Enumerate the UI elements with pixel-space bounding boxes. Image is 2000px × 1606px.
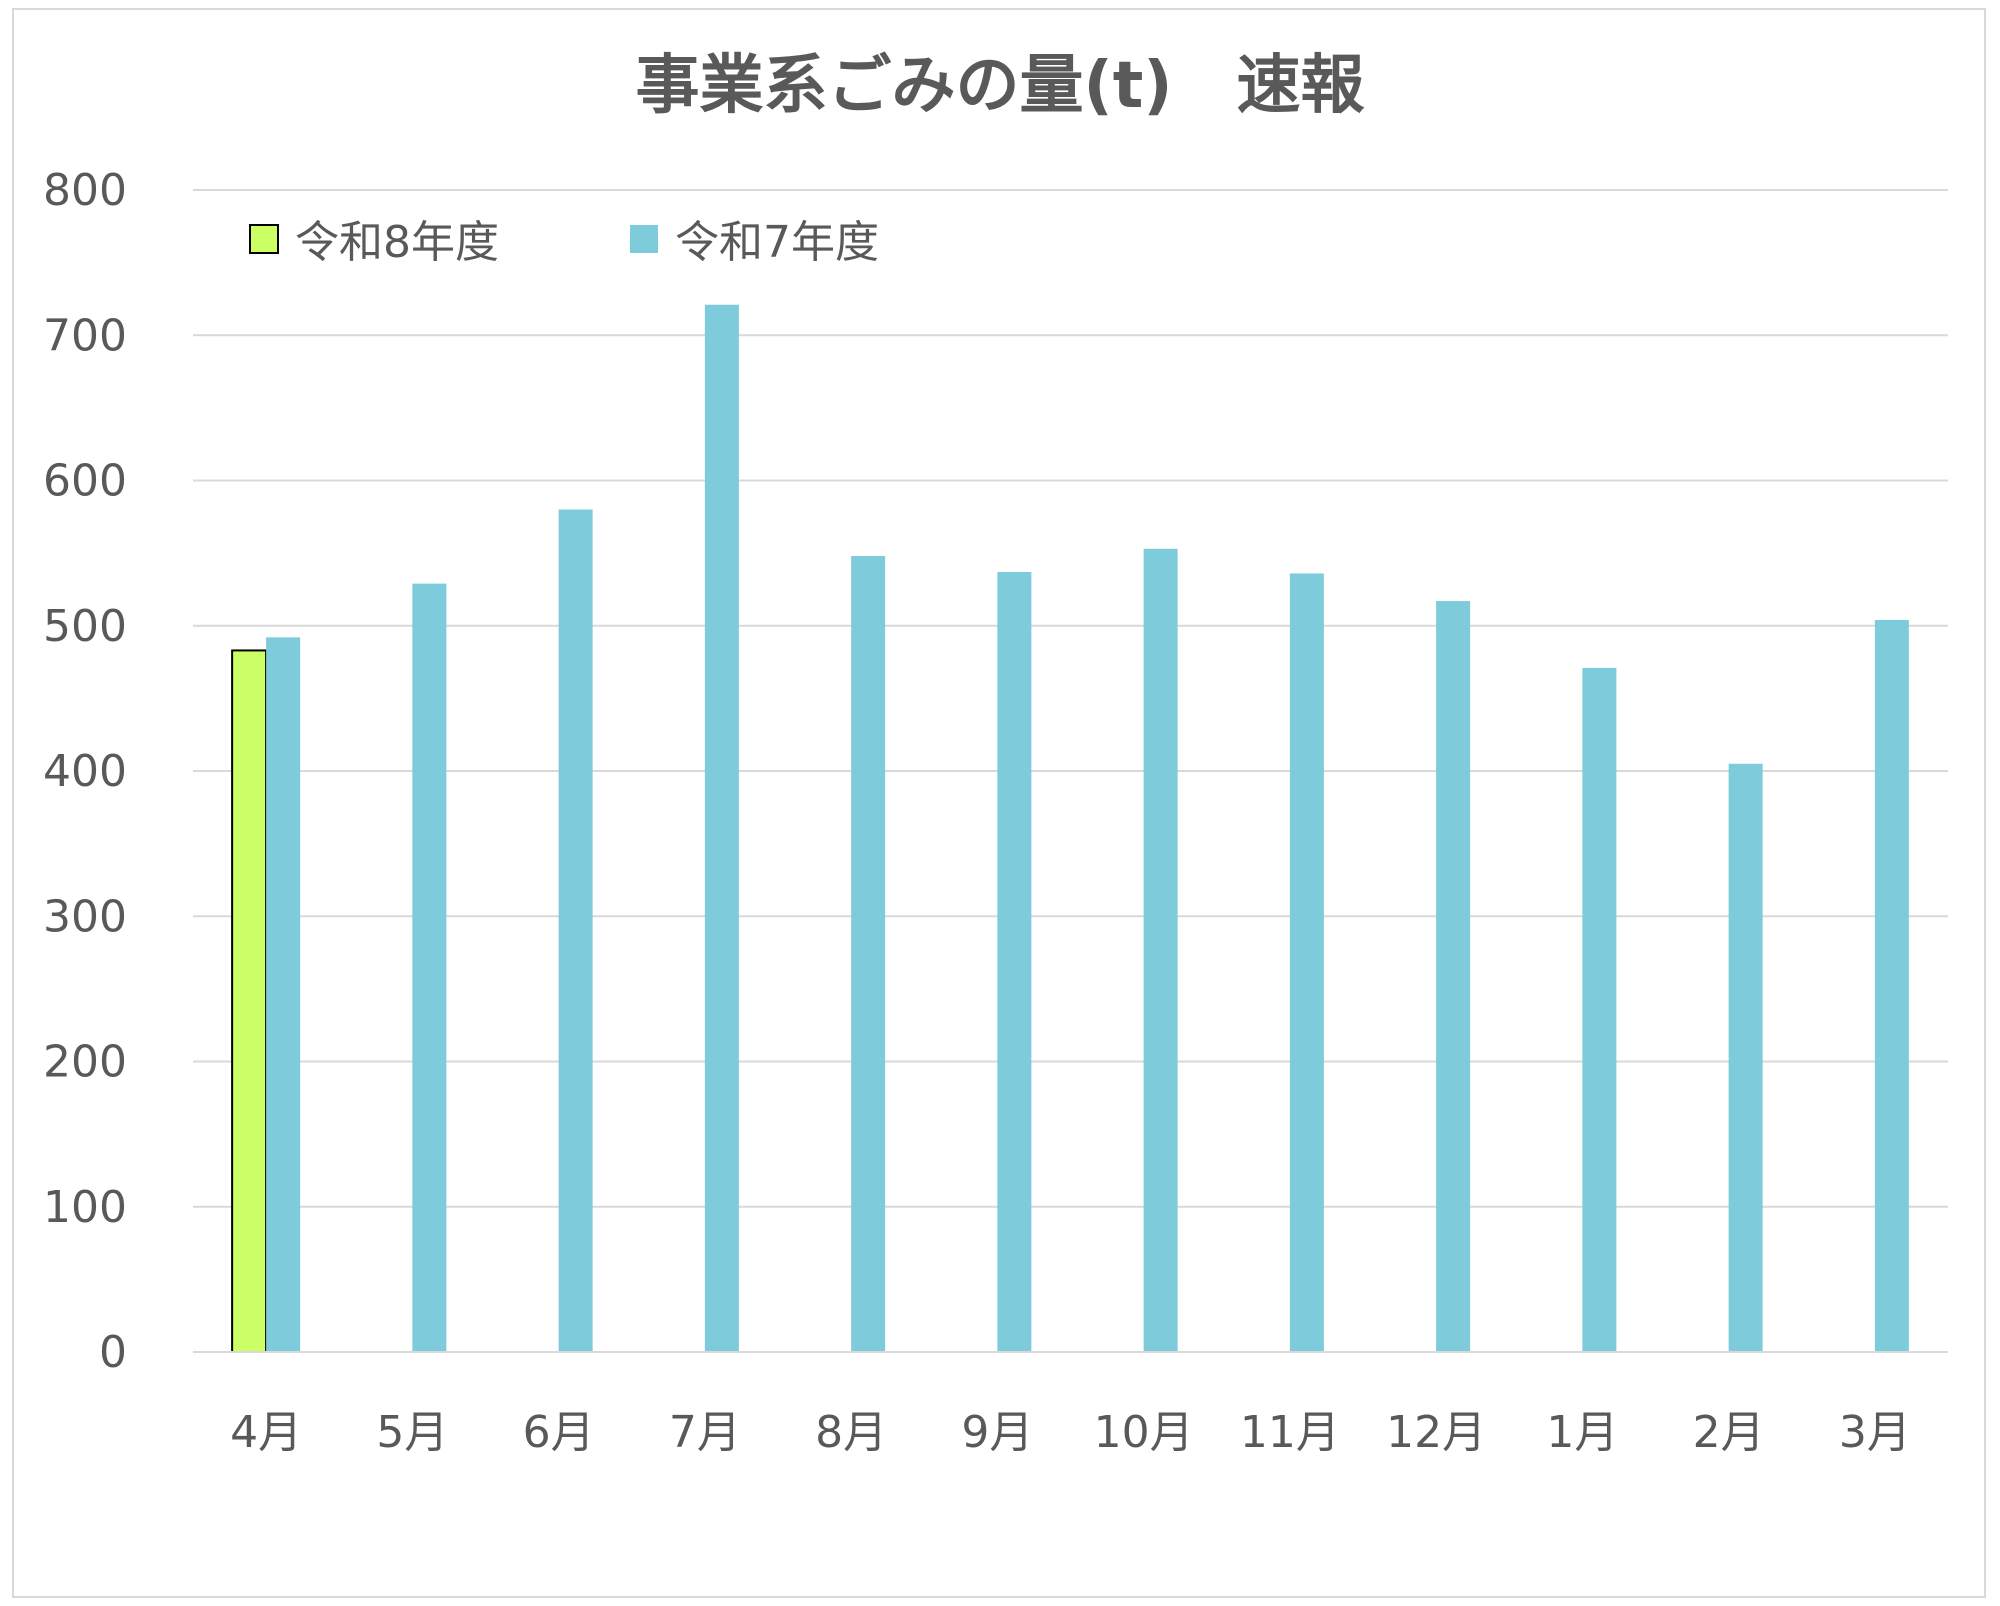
bars xyxy=(231,304,1909,1353)
bar-r7-8 xyxy=(1289,573,1324,1352)
legend-label-r8: 令和8年度 xyxy=(295,217,499,268)
x-tick-label: 9月 xyxy=(961,1407,1033,1458)
legend: 令和8年度 令和7年度 xyxy=(249,217,879,268)
x-tick-label: 6月 xyxy=(523,1407,595,1458)
bar-r7-11 xyxy=(1728,763,1763,1352)
x-tick-label: 1月 xyxy=(1546,1407,1618,1458)
bar-r7-7 xyxy=(1143,548,1178,1352)
y-tick-label: 0 xyxy=(99,1327,127,1378)
x-tick-label: 5月 xyxy=(376,1407,448,1458)
y-tick-label: 800 xyxy=(43,165,127,216)
x-tick-label: 10月 xyxy=(1094,1407,1194,1458)
y-tick-label: 600 xyxy=(43,456,127,507)
y-tick-label: 700 xyxy=(43,310,127,361)
y-axis-ticks: 0 100 200 300 400 500 600 700 800 xyxy=(43,165,127,1378)
legend-swatch-r7 xyxy=(630,225,658,253)
bar-r7-5 xyxy=(851,556,886,1352)
legend-swatch-r8 xyxy=(249,224,279,254)
bar-r7-6 xyxy=(997,572,1032,1352)
x-axis-ticks: 4月 5月 6月 7月 8月 9月 10月 11月 12月 1月 2月 3月 xyxy=(230,1407,1911,1458)
x-tick-label: 4月 xyxy=(230,1407,302,1458)
x-tick-label: 3月 xyxy=(1839,1407,1911,1458)
bar-r7-9 xyxy=(1436,601,1471,1352)
bar-r7-3 xyxy=(558,509,593,1352)
bar-r7-4 xyxy=(704,304,739,1352)
y-tick-label: 100 xyxy=(43,1182,127,1233)
y-tick-label: 200 xyxy=(43,1037,127,1088)
bar-r7-10 xyxy=(1582,667,1617,1352)
bar-r7-2 xyxy=(412,583,447,1352)
x-tick-label: 7月 xyxy=(669,1407,741,1458)
bar-r7-12 xyxy=(1874,619,1909,1352)
bar-r7-1 xyxy=(266,637,301,1352)
gridlines xyxy=(193,189,1948,1208)
bar-r8-1 xyxy=(231,649,268,1353)
x-tick-label: 12月 xyxy=(1386,1407,1486,1458)
x-tick-label: 8月 xyxy=(815,1407,887,1458)
y-tick-label: 500 xyxy=(43,601,127,652)
y-tick-label: 400 xyxy=(43,746,127,797)
x-tick-label: 2月 xyxy=(1693,1407,1765,1458)
x-tick-label: 11月 xyxy=(1240,1407,1340,1458)
chart-title: 事業系ごみの量(t) 速報 xyxy=(635,49,1364,123)
legend-label-r7: 令和7年度 xyxy=(675,217,879,268)
y-tick-label: 300 xyxy=(43,891,127,942)
